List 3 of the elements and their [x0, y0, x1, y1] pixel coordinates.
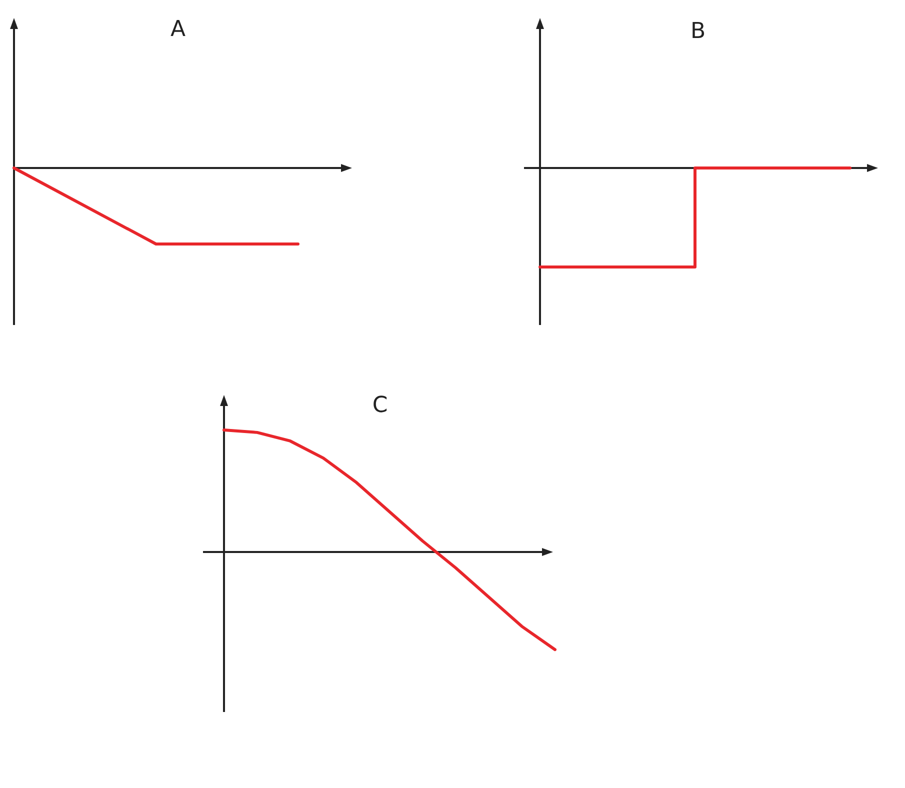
chart-title: B: [690, 19, 706, 44]
chart-title: C: [372, 393, 388, 418]
chart-title: A: [170, 17, 186, 42]
